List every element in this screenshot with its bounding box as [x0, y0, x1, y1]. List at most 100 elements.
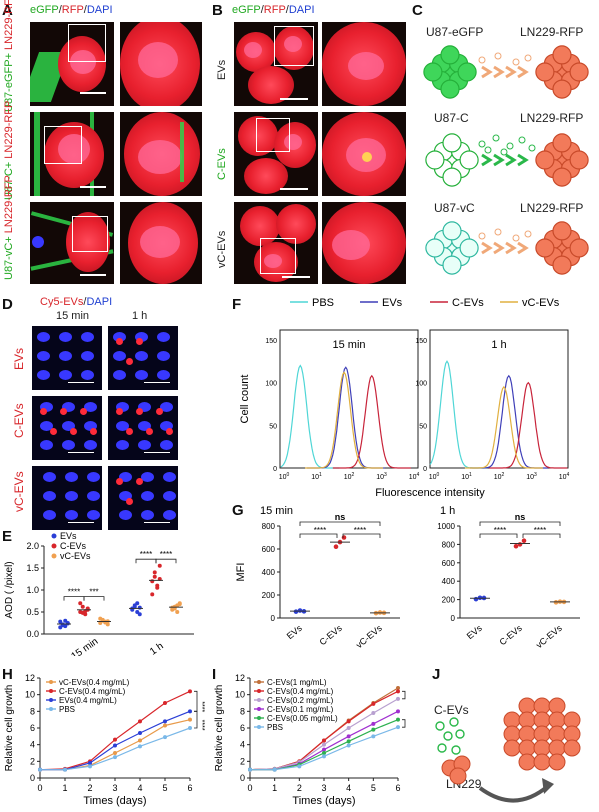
growth-point [371, 734, 376, 739]
c-ln229-cluster [569, 62, 589, 82]
nucleus [62, 402, 75, 412]
f-legend-label: vC-EVs [522, 297, 560, 309]
e-ytick-label: 2.0 [26, 541, 39, 551]
c-vesicle [478, 56, 486, 64]
c-vesicle [494, 52, 502, 60]
e-legend-marker [51, 533, 57, 539]
growth-ytick-label: 8 [30, 706, 35, 716]
c-vesicle [512, 234, 520, 242]
f-legend-label: PBS [312, 297, 334, 309]
growth-xtick-label: 4 [137, 783, 142, 793]
growth-point [163, 723, 167, 728]
growth-point [346, 734, 351, 739]
growth-xtick-label: 3 [321, 783, 326, 793]
growth-xtick-label: 2 [87, 783, 92, 793]
growth-xtick-label: 1 [272, 783, 277, 793]
row-label-b3: vC-EVs [216, 230, 228, 268]
micrograph-a3 [30, 202, 114, 284]
c-arrow-chevron [505, 65, 517, 79]
egfp-label: eGFP [232, 4, 261, 16]
f-ytick-label: 150 [415, 338, 427, 345]
e-point [157, 563, 162, 568]
growth-sig-label-1: **** [198, 701, 205, 712]
growth-ytick-label: 10 [25, 690, 35, 700]
growth-ytick-label: 10 [235, 690, 245, 700]
c-u87-egfp-cluster [440, 79, 460, 99]
growth-legend-label: EVs(0.4 mg/mL) [59, 696, 117, 705]
nucleus [65, 510, 78, 520]
scale-bar [144, 382, 170, 383]
nucleus [163, 491, 176, 501]
cy5-signal [50, 428, 57, 435]
e-sig-15-b-label: *** [89, 588, 98, 597]
j-vesicle [437, 743, 447, 753]
c-u87-vc-cluster [425, 238, 445, 258]
g-point [473, 596, 479, 602]
e-ylabel: AOD ( /pixel) [4, 561, 15, 618]
growth-point [396, 696, 400, 701]
g-ytick-label: 800 [262, 522, 276, 531]
g-ylabel: MFI [235, 563, 247, 582]
growth-point [38, 767, 42, 772]
j-arrow-head [542, 778, 554, 794]
growth-ytick-label: 4 [240, 740, 245, 750]
slash: / [285, 4, 289, 16]
f-xtick-label: 100 [429, 472, 440, 481]
c-ln229-cluster [552, 45, 572, 65]
panel-label-h: H [2, 666, 13, 683]
nucleus [40, 440, 53, 450]
e-point [175, 610, 180, 614]
g-ytick-label: 400 [442, 577, 456, 586]
growth-ylabel: Relative cell growth [4, 685, 15, 772]
growth-point [322, 742, 326, 747]
c-vesicle [518, 136, 526, 144]
growth-xtick-label: 4 [346, 783, 351, 793]
row-label-a1: U87-eGFP+ LN229-RFP [3, 0, 15, 112]
g-xtick-label: C-EVs [497, 623, 524, 648]
j-tumor-cell [548, 753, 566, 771]
e-sig-15-a-label: **** [68, 588, 80, 597]
f-xtick-label: 101 [461, 472, 472, 481]
f-histogram-3 [464, 385, 543, 469]
cy5-signal [60, 408, 67, 415]
j-vesicle [455, 729, 465, 739]
chart-f: PBS EVs C-EVs vC-EVs Cell count Fluorescence … [239, 297, 570, 499]
d-micrograph [32, 326, 102, 390]
growth-sig-bracket-1 [194, 690, 198, 712]
growth-xtick-label: 2 [297, 783, 302, 793]
c-arrow-chevron [481, 65, 493, 79]
f-ytick-label: 50 [419, 423, 427, 430]
g-ytick-label: 400 [262, 568, 276, 577]
growth-point [88, 764, 92, 769]
growth-point [188, 709, 192, 714]
e-legend-label: EVs [60, 531, 77, 541]
zoom-b3 [322, 202, 406, 284]
c-arrow-chevron [481, 153, 493, 167]
f-xtick-label: 104 [409, 472, 420, 481]
c-vesicle [524, 230, 532, 238]
f-legend-label: C-EVs [452, 297, 484, 309]
g-subtitle: 15 min [260, 505, 293, 517]
nucleus [160, 440, 173, 450]
growth-point [371, 711, 376, 715]
panel-label-e: E [2, 528, 13, 545]
panel-b-title: eGFP/RFP/DAPI [232, 4, 315, 16]
nucleus [81, 370, 94, 380]
dapi-label: DAPI [86, 4, 113, 16]
nucleus [40, 421, 53, 431]
j-tumor-cell [503, 739, 521, 757]
f-ytick-label: 100 [265, 381, 277, 388]
growth-legend-marker [257, 707, 261, 711]
growth-sig-label-2: ** [406, 723, 410, 729]
growth-xtick-label: 5 [371, 783, 376, 793]
g-sig-b: **** [354, 526, 366, 535]
d-col-1h: 1 h [132, 310, 148, 322]
nucleus [135, 370, 148, 380]
nucleus [40, 402, 53, 412]
g-bracket-a [299, 533, 338, 538]
f-ytick-label: 0 [273, 466, 277, 473]
growth-point [396, 689, 400, 694]
growth-point [138, 744, 142, 749]
growth-point [138, 719, 142, 724]
f-histogram-2 [332, 374, 411, 469]
